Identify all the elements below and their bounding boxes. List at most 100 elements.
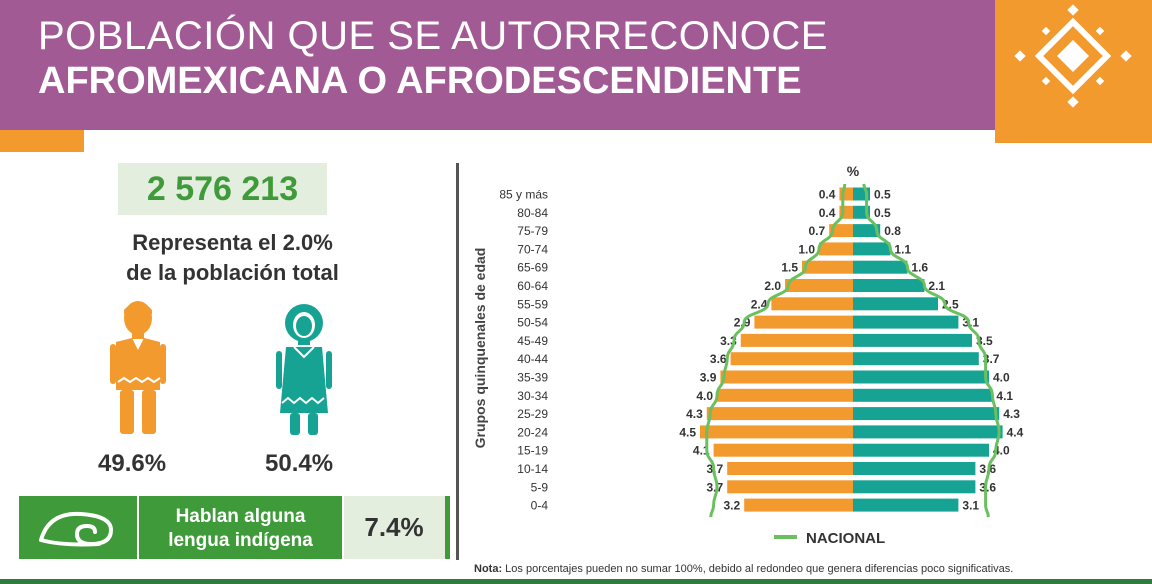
language-label-line2: lengua indígena: [168, 530, 313, 551]
age-group-label: 20-24: [517, 425, 548, 439]
bar-left-11: [717, 388, 853, 402]
age-group-label: 60-64: [517, 279, 548, 293]
bar-left-6: [771, 297, 853, 311]
value-label-left: 3.6: [710, 352, 727, 366]
age-group-label: 85 y más: [499, 188, 548, 202]
page-title-line2: AFROMEXICANA O AFRODESCENDIENTE: [38, 60, 802, 102]
bar-right-12: [853, 407, 1000, 421]
value-label-left: 0.7: [809, 224, 826, 238]
bar-right-5: [853, 279, 925, 292]
female-percentage: 50.4%: [265, 450, 334, 477]
age-group-label: 50-54: [517, 316, 548, 330]
panel-divider: [456, 163, 459, 560]
age-group-label: 70-74: [517, 242, 548, 256]
woman-icon: [276, 304, 332, 435]
logo-panel: [995, 0, 1152, 143]
value-label-right: 4.3: [1003, 407, 1020, 421]
value-label-left: 3.2: [724, 499, 741, 513]
language-icon-box: [19, 496, 137, 559]
bar-left-3: [819, 242, 853, 256]
value-label-right: 0.8: [884, 224, 901, 238]
value-label-left: 4.3: [686, 407, 703, 421]
value-label-left: 0.4: [819, 206, 836, 220]
legend-national-label: NACIONAL: [806, 530, 885, 547]
national-line-right: [862, 183, 1001, 518]
value-label-left: 1.5: [781, 261, 798, 275]
age-group-label: 25-29: [517, 407, 548, 421]
language-label-box: [139, 496, 342, 559]
age-group-label: 30-34: [517, 389, 548, 403]
value-label-left: 4.0: [696, 389, 713, 403]
value-label-right: 3.6: [979, 480, 996, 494]
bar-right-2: [853, 224, 881, 238]
bar-left-14: [713, 443, 853, 457]
bar-right-8: [853, 333, 972, 347]
age-group-label: 5-9: [531, 480, 549, 494]
y-axis-title: Grupos quinquenales de edad: [472, 248, 488, 449]
footnote: Nota: Los porcentajes pueden no sumar 10…: [474, 563, 1013, 575]
value-label-left: 1.0: [798, 242, 815, 256]
value-label-right: 0.5: [874, 188, 891, 202]
page-title-line1: POBLACIÓN QUE SE AUTORRECONOCE: [38, 14, 828, 58]
bar-right-6: [853, 297, 938, 311]
diamond-pattern-icon: [1014, 4, 1132, 108]
bar-left-15: [727, 462, 853, 475]
footnote-text: Los porcentajes pueden no sumar 100%, de…: [505, 563, 1014, 575]
bar-right-11: [853, 388, 993, 402]
value-label-right: 3.1: [962, 499, 979, 513]
bar-right-4: [853, 260, 908, 274]
age-group-label: 45-49: [517, 334, 548, 348]
language-label-line1: Hablan alguna: [175, 506, 306, 527]
bar-left-10: [720, 370, 853, 384]
value-label-right: 1.6: [911, 261, 928, 275]
value-label-right: 4.4: [1007, 425, 1024, 439]
represents-text-line1: Representa el 2.0%: [132, 230, 333, 255]
bar-right-15: [853, 462, 976, 475]
footnote-label: Nota:: [474, 563, 503, 575]
bar-left-12: [706, 407, 853, 421]
age-group-label: 80-84: [517, 206, 548, 220]
header-banner: [0, 0, 995, 130]
bar-left-17: [744, 498, 853, 512]
language-value-box: [344, 496, 450, 559]
bar-right-9: [853, 352, 979, 366]
bar-right-10: [853, 370, 989, 384]
value-label-left: 2.0: [764, 279, 781, 293]
bar-right-13: [853, 425, 1003, 439]
value-label-right: 4.0: [993, 371, 1010, 385]
bar-left-13: [700, 425, 853, 439]
unit-label: %: [847, 163, 860, 179]
bar-left-2: [829, 224, 853, 238]
value-label-right: 2.1: [928, 279, 945, 293]
bar-left-5: [785, 279, 853, 292]
value-label-right: 4.1: [996, 389, 1013, 403]
bar-left-4: [802, 260, 853, 274]
age-group-label: 15-19: [517, 444, 548, 458]
value-label-left: 3.9: [700, 371, 717, 385]
bar-left-9: [730, 352, 853, 366]
value-label-left: 4.5: [679, 425, 696, 439]
header-accent-strip: [0, 130, 84, 152]
bar-right-3: [853, 242, 891, 256]
bottom-rule: [0, 579, 1152, 584]
represents-text-line2: de la población total: [126, 260, 339, 285]
bar-right-14: [853, 443, 989, 457]
total-count-box: [118, 163, 327, 215]
value-label-left: 3.7: [707, 480, 724, 494]
man-icon: [110, 301, 166, 434]
age-group-label: 0-4: [531, 499, 549, 513]
bar-right-7: [853, 315, 959, 329]
bar-left-7: [754, 315, 853, 329]
bar-right-17: [853, 498, 959, 512]
value-label-right: 1.1: [894, 242, 911, 256]
age-group-label: 75-79: [517, 224, 548, 238]
language-label: Hablan alguna lengua indígena: [139, 505, 342, 553]
bar-left-16: [727, 480, 853, 494]
age-group-label: 35-39: [517, 371, 548, 385]
age-group-label: 40-44: [517, 352, 548, 366]
language-percentage: 7.4%: [364, 512, 424, 542]
bar-right-16: [853, 480, 976, 494]
age-group-label: 65-69: [517, 261, 548, 275]
male-percentage: 49.6%: [98, 450, 167, 477]
